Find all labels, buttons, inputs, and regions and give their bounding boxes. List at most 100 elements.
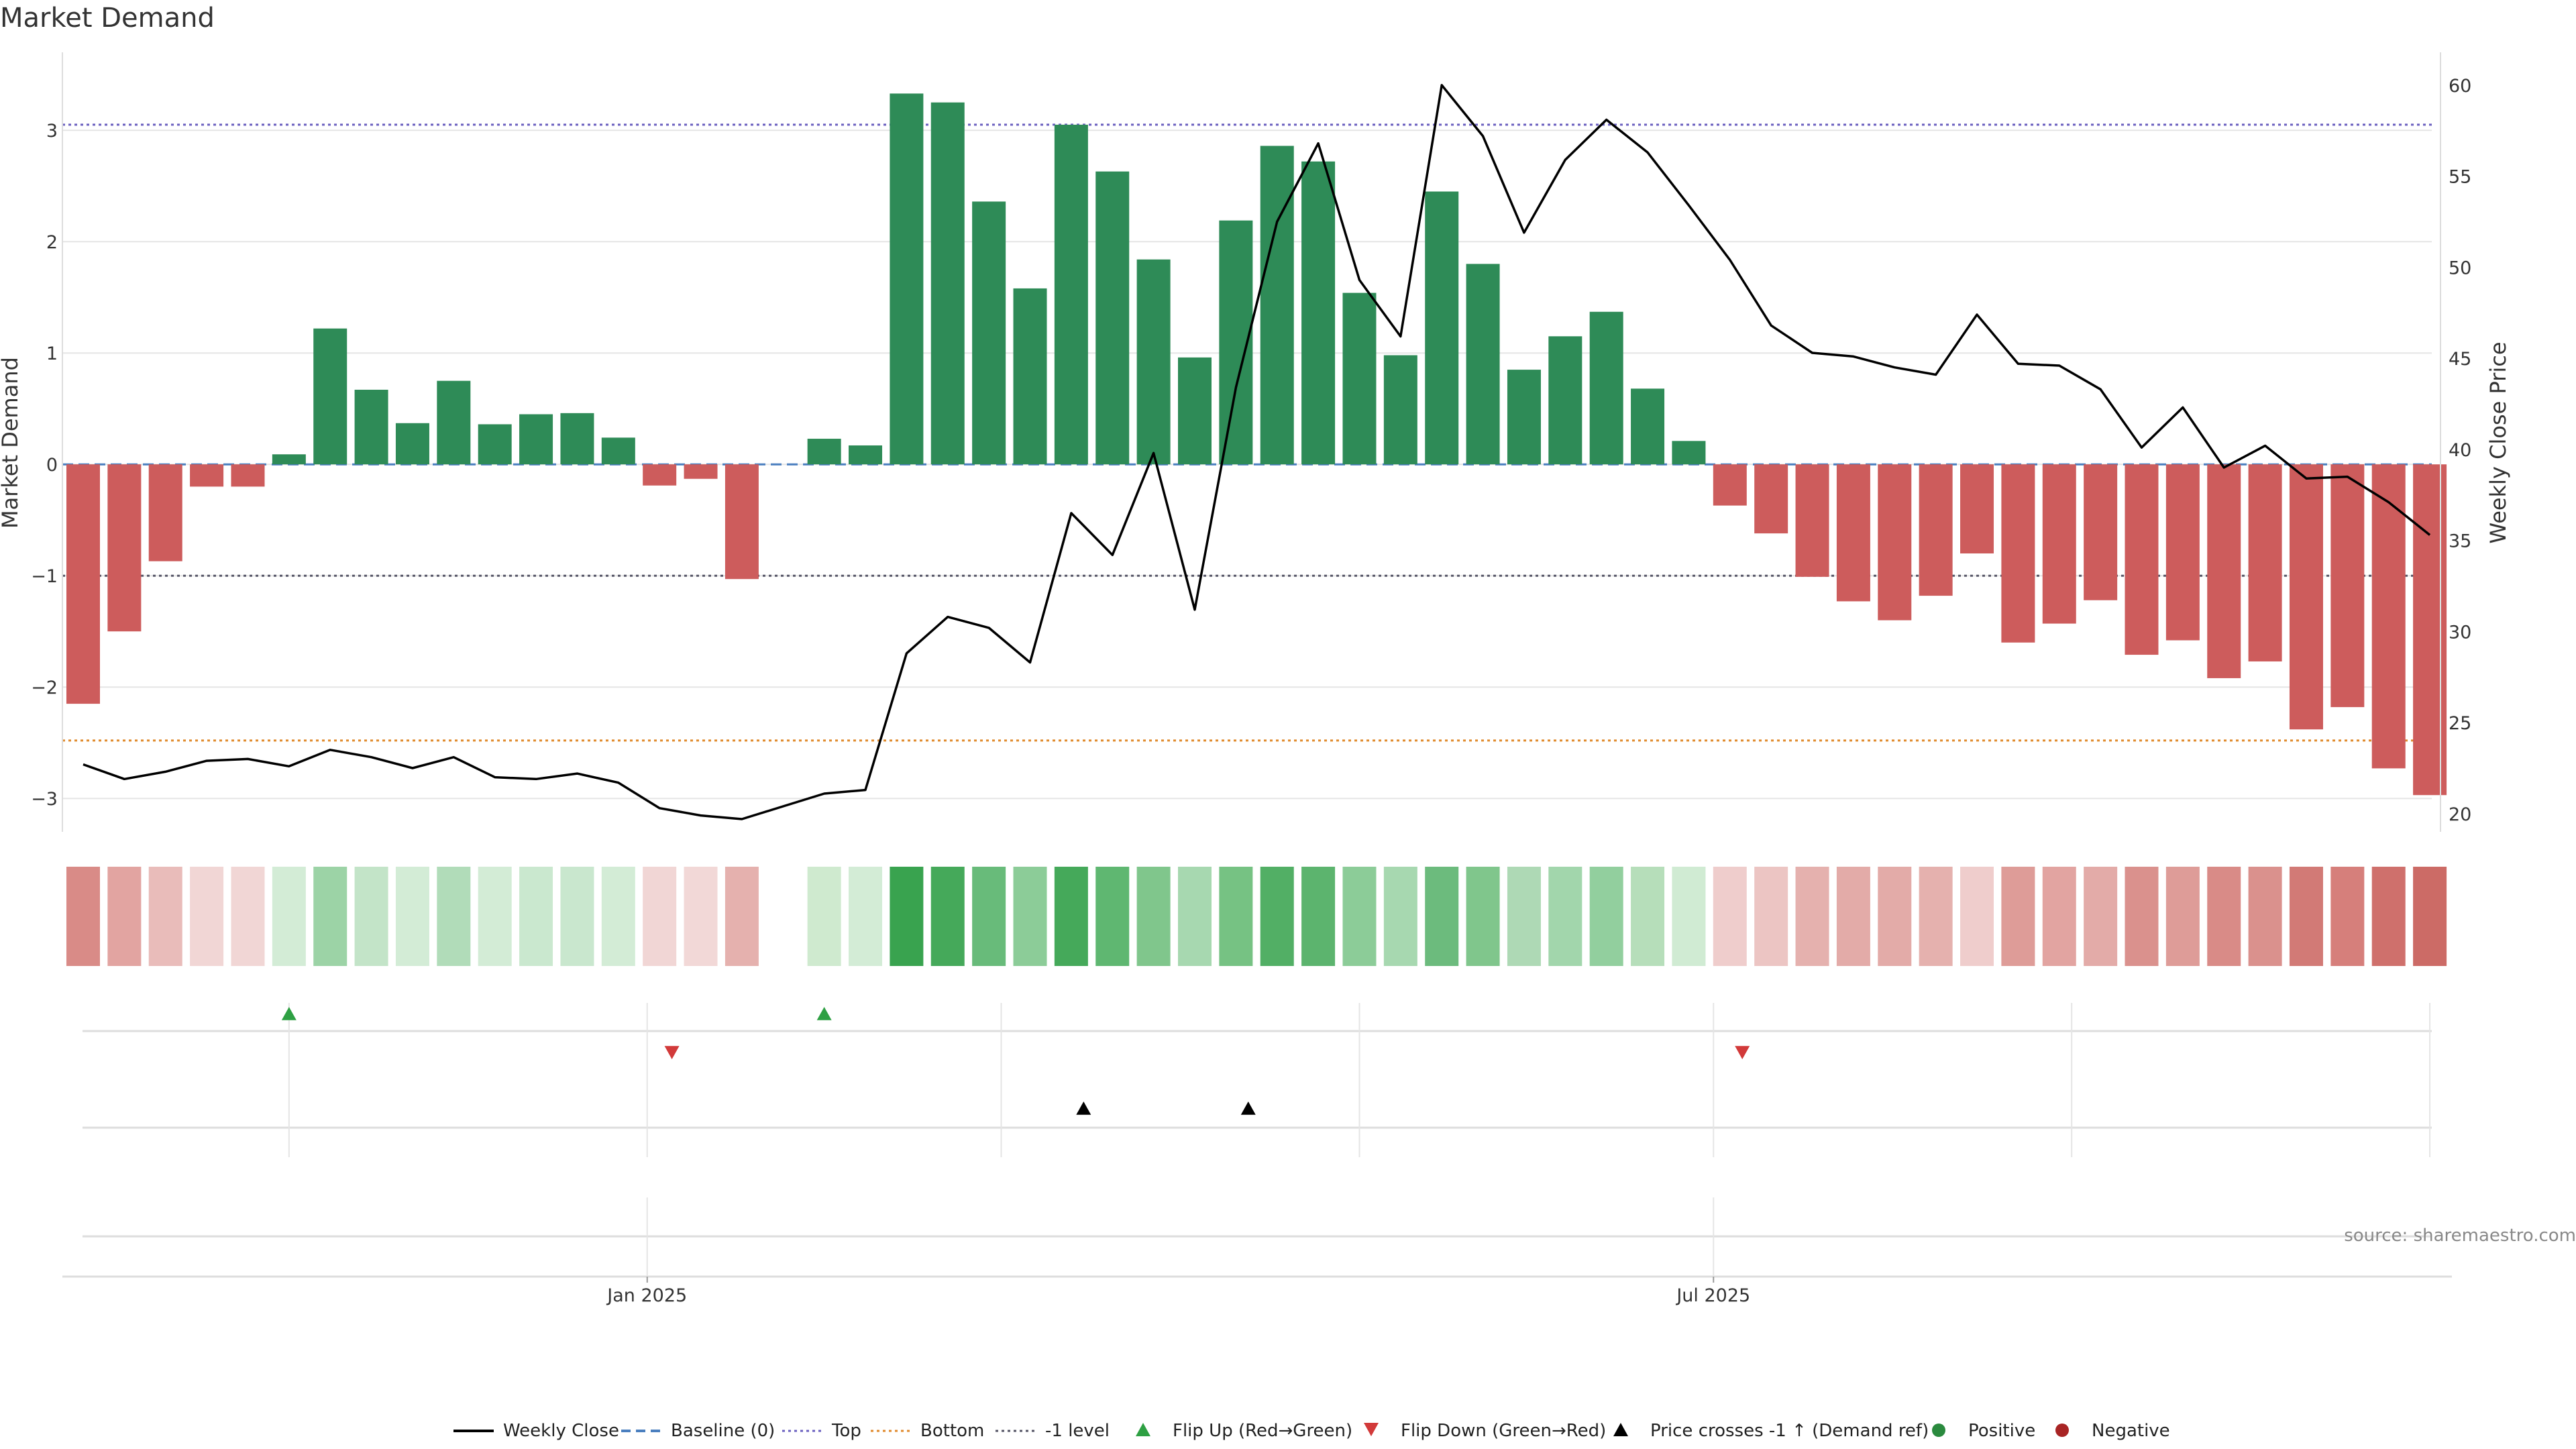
left-tick-label: 3 (46, 121, 58, 142)
left-tick-label: 2 (46, 232, 58, 253)
positive-demand-bar (1548, 336, 1582, 465)
heat-cell (560, 867, 594, 966)
heat-cell (930, 867, 965, 966)
heat-cell (1136, 867, 1171, 966)
heat-cell (1754, 867, 1788, 966)
positive-demand-bar (972, 201, 1006, 465)
x-axis-ticks: Jan 2025 Jul 2025 (606, 1277, 1750, 1306)
right-tick-label: 60 (2449, 76, 2471, 97)
heat-cell (1342, 867, 1377, 966)
left-tick-label: −3 (31, 789, 58, 810)
legend-swatch (1364, 1423, 1379, 1436)
negative-demand-bar (643, 464, 677, 486)
heat-cell (1466, 867, 1500, 966)
negative-demand-bar (2248, 464, 2282, 662)
legend-label: Negative (2092, 1421, 2170, 1441)
heat-cell (1054, 867, 1088, 966)
negative-demand-bar (684, 464, 718, 479)
negative-demand-bar (2413, 464, 2447, 796)
heat-cell (2248, 867, 2282, 966)
right-tick-label: 35 (2449, 531, 2471, 552)
heat-cell (1260, 867, 1294, 966)
legend-label: Positive (1968, 1421, 2035, 1441)
legend-item: Flip Up (Red→Green) (1136, 1421, 1352, 1441)
heat-cell (601, 867, 635, 966)
right-tick-label: 30 (2449, 622, 2471, 643)
positive-demand-bar (930, 102, 965, 465)
signal-markers (281, 1007, 1750, 1115)
heat-cell (724, 867, 759, 966)
legend-label: Price crosses -1 ↑ (Demand ref) (1650, 1421, 1929, 1441)
positive-demand-bar (519, 414, 553, 465)
heat-cell (2330, 867, 2365, 966)
left-tick-label: 0 (46, 455, 58, 476)
positive-demand-bar (601, 437, 635, 465)
heat-cell (849, 867, 883, 966)
negative-demand-bar (1754, 464, 1788, 534)
right-axis-ticks: 60 55 50 45 40 35 30 25 20 (2449, 76, 2471, 825)
heat-cell (1836, 867, 1870, 966)
heat-cell (2413, 867, 2447, 966)
heat-cell (2371, 867, 2406, 966)
positive-demand-bar (1136, 259, 1171, 465)
heat-cell (2001, 867, 2035, 966)
negative-demand-bar (724, 464, 759, 580)
positive-demand-bar (1383, 355, 1417, 465)
legend-swatch (1136, 1423, 1150, 1436)
heat-cell (231, 867, 265, 966)
heat-cell (1960, 867, 1994, 966)
chart-title: Market Demand (0, 3, 215, 34)
right-tick-label: 20 (2449, 804, 2471, 825)
negative-demand-bar (2001, 464, 2035, 643)
positive-demand-bar (849, 445, 883, 465)
negative-demand-bar (66, 464, 100, 704)
legend-swatch (2055, 1424, 2069, 1437)
legend-item: Negative (2055, 1421, 2170, 1441)
positive-demand-bar (354, 389, 388, 465)
positive-demand-bar (1301, 161, 1336, 465)
legend-item: Baseline (0) (621, 1421, 775, 1441)
heat-cell (2125, 867, 2159, 966)
negative-demand-bar (2330, 464, 2365, 708)
heat-cell (1919, 867, 1953, 966)
legend: Weekly Close Baseline (0) Top Bottom -1 leve… (453, 1421, 2170, 1441)
positive-demand-bar (1507, 370, 1541, 465)
positive-demand-bar (313, 328, 347, 465)
demand-heat-strip (66, 867, 2447, 966)
heat-cell (313, 867, 347, 966)
legend-label: Flip Down (Green→Red) (1401, 1421, 1606, 1441)
left-tick-label: −1 (31, 566, 58, 587)
left-axis-label: Market Demand (0, 357, 23, 529)
positive-demand-bar (1095, 171, 1130, 465)
positive-demand-bar (560, 413, 594, 465)
signal-panels (62, 1030, 2452, 1278)
right-tick-label: 55 (2449, 167, 2471, 188)
negative-demand-bar (1878, 464, 1912, 621)
positive-demand-bar (1589, 311, 1623, 465)
heat-cell (2084, 867, 2118, 966)
negative-demand-bar (190, 464, 224, 487)
negative-demand-bar (1836, 464, 1870, 602)
heat-cell (107, 867, 142, 966)
flip-up-marker (816, 1007, 832, 1020)
legend-label: -1 level (1045, 1421, 1110, 1441)
heat-cell (643, 867, 677, 966)
negative-demand-bar (107, 464, 142, 632)
heat-cell (354, 867, 388, 966)
negative-demand-bar (2289, 464, 2323, 730)
demand-bars (66, 93, 2447, 796)
heat-cell (395, 867, 429, 966)
price-cross-marker (1240, 1102, 1256, 1115)
positive-demand-bar (1425, 191, 1459, 465)
heat-cell (1713, 867, 1747, 966)
right-tick-label: 50 (2449, 258, 2471, 278)
heat-cell (1095, 867, 1130, 966)
positive-demand-bar (890, 93, 924, 465)
heat-cell (1425, 867, 1459, 966)
heat-cell (1795, 867, 1829, 966)
positive-demand-bar (1054, 124, 1088, 465)
x-tick-label: Jan 2025 (606, 1285, 687, 1306)
left-axis-ticks: 3 2 1 0 −1 −2 −3 (31, 121, 58, 810)
legend-label: Bottom (920, 1421, 984, 1441)
negative-demand-bar (2165, 464, 2200, 641)
